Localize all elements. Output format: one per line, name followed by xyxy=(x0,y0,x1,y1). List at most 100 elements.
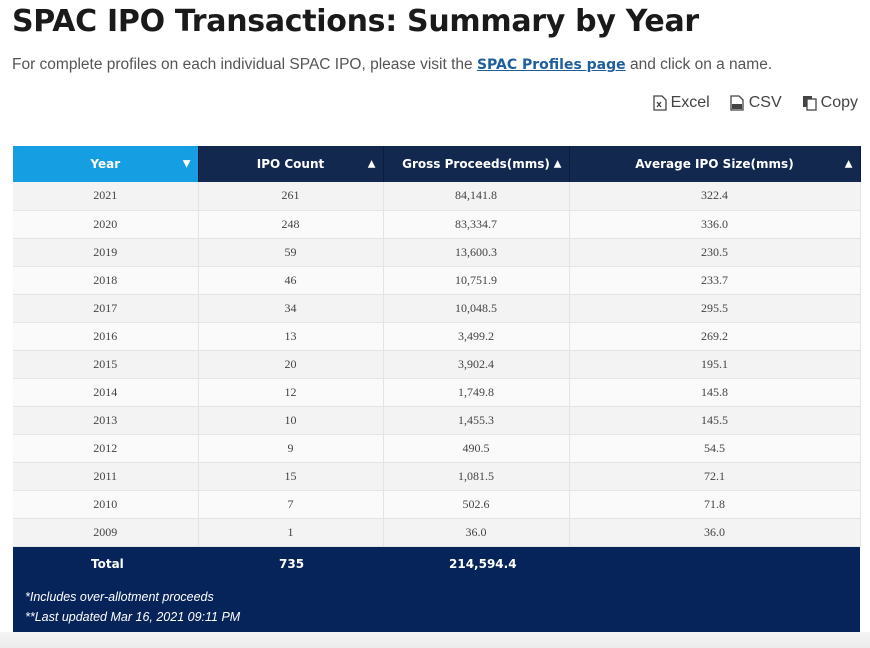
average-ipo-size-cell: 195.1 xyxy=(569,350,861,379)
gross-proceeds-cell: 3,499.2 xyxy=(383,322,570,351)
average-ipo-size-cell: 145.8 xyxy=(569,378,861,407)
footnote-last-updated: **Last updated Mar 16, 2021 09:11 PM xyxy=(25,609,241,624)
ipo-count-cell: 12 xyxy=(198,378,384,407)
copy-icon xyxy=(802,95,817,111)
gross-proceeds-cell: 10,048.5 xyxy=(383,294,570,323)
gross-proceeds-cell: 490.5 xyxy=(383,434,570,463)
ipo-count-cell: 7 xyxy=(198,490,384,519)
ipo-count-cell: 34 xyxy=(198,294,384,323)
ipo-count-cell: 261 xyxy=(198,182,384,211)
gross-proceeds-cell: 1,081.5 xyxy=(383,462,570,491)
year-cell: 2010 xyxy=(13,490,199,519)
table-row: 2018 46 10,751.9 233.7 xyxy=(13,266,861,295)
sort-both-icon: ▲ xyxy=(367,158,376,170)
table-row: 2016 13 3,499.2 269.2 xyxy=(13,322,861,351)
year-cell: 2014 xyxy=(13,378,199,407)
ipo-count-cell: 15 xyxy=(198,462,384,491)
average-ipo-size-cell: 72.1 xyxy=(569,462,861,491)
table-row: 2020 248 83,334.7 336.0 xyxy=(13,210,861,239)
table-row: 2019 59 13,600.3 230.5 xyxy=(13,238,861,267)
csv-file-icon xyxy=(730,95,745,111)
table-row: 2014 12 1,749.8 145.8 xyxy=(13,378,861,407)
ipo-count-cell: 1 xyxy=(198,518,384,547)
year-cell: 2013 xyxy=(13,406,199,435)
year-cell: 2019 xyxy=(13,238,199,267)
total-label: Total xyxy=(91,556,124,571)
column-header-label: Average IPO Size(mms) xyxy=(635,157,794,171)
spac-profiles-link[interactable]: SPAC Profiles page xyxy=(476,57,626,73)
ipo-count-cell: 59 xyxy=(198,238,384,267)
gross-proceeds-cell: 1,455.3 xyxy=(383,406,570,435)
column-header-label: Gross Proceeds(mms) xyxy=(402,157,550,171)
column-header-label: Year xyxy=(90,157,121,171)
subtitle-prefix: For complete profiles on each individual… xyxy=(12,56,473,73)
table-row: 2009 1 36.0 36.0 xyxy=(13,518,861,547)
column-header-ipo-count[interactable]: IPO Count ▲ xyxy=(198,146,384,182)
table-row: 2013 10 1,455.3 145.5 xyxy=(13,406,861,435)
average-ipo-size-cell: 233.7 xyxy=(569,266,861,295)
year-cell: 2015 xyxy=(13,350,199,379)
total-ipo-count: 735 xyxy=(279,556,305,571)
year-cell: 2011 xyxy=(13,462,199,491)
table-row: 2010 7 502.6 71.8 xyxy=(13,490,861,519)
gross-proceeds-cell: 83,334.7 xyxy=(383,210,570,239)
spac-summary-table: Year ▼ IPO Count ▲ Gross Proceeds(mms) ▲… xyxy=(13,146,861,633)
sort-descending-icon: ▼ xyxy=(182,158,191,170)
page-title: SPAC IPO Transactions: Summary by Year xyxy=(12,4,699,39)
total-gross-proceeds: 214,594.4 xyxy=(449,556,517,571)
average-ipo-size-cell: 322.4 xyxy=(569,182,861,211)
excel-file-icon xyxy=(652,95,667,111)
sort-both-icon: ▲ xyxy=(553,158,562,170)
average-ipo-size-cell: 71.8 xyxy=(569,490,861,519)
average-ipo-size-cell: 269.2 xyxy=(569,322,861,351)
column-header-gross-proceeds[interactable]: Gross Proceeds(mms) ▲ xyxy=(383,146,570,182)
year-cell: 2009 xyxy=(13,518,199,547)
table-row: 2012 9 490.5 54.5 xyxy=(13,434,861,463)
ipo-count-cell: 10 xyxy=(198,406,384,435)
year-cell: 2017 xyxy=(13,294,199,323)
average-ipo-size-cell: 54.5 xyxy=(569,434,861,463)
table-row: 2011 15 1,081.5 72.1 xyxy=(13,462,861,491)
column-header-average-ipo-size[interactable]: Average IPO Size(mms) ▲ xyxy=(569,146,861,182)
average-ipo-size-cell: 230.5 xyxy=(569,238,861,267)
csv-export-button[interactable]: CSV xyxy=(730,94,782,112)
table-row: 2017 34 10,048.5 295.5 xyxy=(13,294,861,323)
year-cell: 2020 xyxy=(13,210,199,239)
average-ipo-size-cell: 145.5 xyxy=(569,406,861,435)
footnote-over-allotment: *Includes over-allotment proceeds xyxy=(25,589,214,604)
average-ipo-size-cell: 36.0 xyxy=(569,518,861,547)
year-cell: 2016 xyxy=(13,322,199,351)
table-footer: Total 735 214,594.4 *Includes over-allot… xyxy=(13,546,860,633)
page-subtitle: For complete profiles on each individual… xyxy=(12,56,772,74)
copy-button[interactable]: Copy xyxy=(802,94,858,112)
csv-export-label: CSV xyxy=(748,94,782,111)
year-cell: 2021 xyxy=(13,182,199,211)
ipo-count-cell: 13 xyxy=(198,322,384,351)
gross-proceeds-cell: 1,749.8 xyxy=(383,378,570,407)
column-header-year[interactable]: Year ▼ xyxy=(13,146,199,182)
column-header-label: IPO Count xyxy=(256,157,325,171)
table-row: 2015 20 3,902.4 195.1 xyxy=(13,350,861,379)
page-bottom-edge xyxy=(0,632,870,648)
total-row: Total 735 214,594.4 xyxy=(13,557,860,573)
copy-label: Copy xyxy=(820,94,858,111)
table-body: 2021 261 84,141.8 322.4 2020 248 83,334.7 336.0… xyxy=(13,182,861,547)
subtitle-suffix: and click on a name. xyxy=(629,56,773,73)
ipo-count-cell: 20 xyxy=(198,350,384,379)
average-ipo-size-cell: 336.0 xyxy=(569,210,861,239)
gross-proceeds-cell: 10,751.9 xyxy=(383,266,570,295)
year-cell: 2012 xyxy=(13,434,199,463)
year-cell: 2018 xyxy=(13,266,199,295)
gross-proceeds-cell: 3,902.4 xyxy=(383,350,570,379)
ipo-count-cell: 248 xyxy=(198,210,384,239)
excel-export-label: Excel xyxy=(670,94,710,111)
table-header-row: Year ▼ IPO Count ▲ Gross Proceeds(mms) ▲… xyxy=(13,146,861,182)
table-row: 2021 261 84,141.8 322.4 xyxy=(13,182,861,211)
average-ipo-size-cell: 295.5 xyxy=(569,294,861,323)
gross-proceeds-cell: 13,600.3 xyxy=(383,238,570,267)
sort-both-icon: ▲ xyxy=(844,158,853,170)
excel-export-button[interactable]: Excel xyxy=(652,94,710,112)
gross-proceeds-cell: 502.6 xyxy=(383,490,570,519)
ipo-count-cell: 46 xyxy=(198,266,384,295)
ipo-count-cell: 9 xyxy=(198,434,384,463)
